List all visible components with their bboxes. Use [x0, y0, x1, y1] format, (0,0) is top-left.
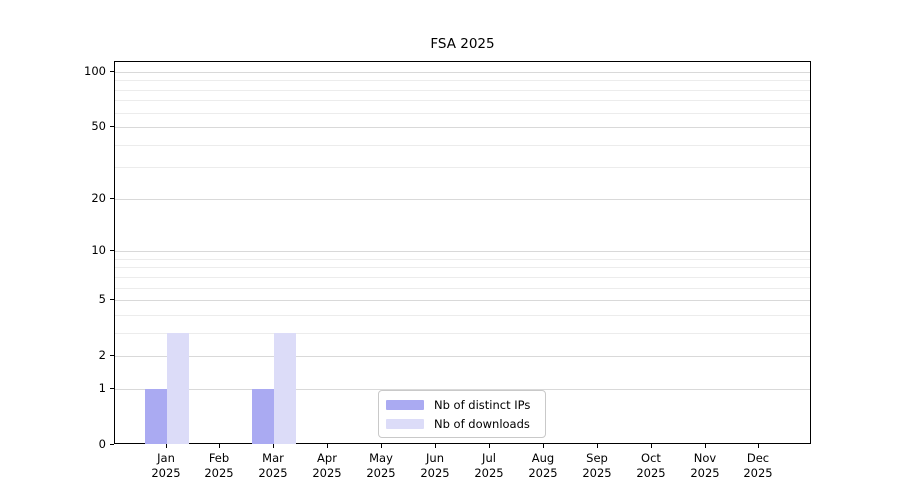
y-gridline-major	[115, 389, 810, 390]
legend: Nb of distinct IPs Nb of downloads	[378, 390, 546, 438]
y-tick-mark	[110, 71, 114, 72]
y-tick-label: 2	[98, 348, 106, 362]
x-tick-label: Nov 2025	[690, 451, 720, 480]
y-gridline-minor	[115, 333, 810, 334]
x-tick-label: Jan 2025	[151, 451, 181, 480]
y-tick-label: 100	[84, 64, 106, 78]
x-tick-mark	[705, 444, 706, 448]
y-tick-label: 5	[98, 292, 106, 306]
y-gridline-minor	[115, 100, 810, 101]
bar-distinct-ips	[145, 389, 167, 444]
y-tick-mark	[110, 198, 114, 199]
legend-swatch-downloads	[386, 418, 424, 429]
x-tick-mark	[597, 444, 598, 448]
y-tick-mark	[110, 126, 114, 127]
x-tick-mark	[166, 444, 167, 448]
x-tick-label: Feb 2025	[204, 451, 234, 480]
x-tick-label: Dec 2025	[743, 451, 773, 480]
x-tick-mark	[435, 444, 436, 448]
y-gridline-major	[115, 356, 810, 357]
y-tick-mark	[110, 299, 114, 300]
x-tick-label: Mar 2025	[258, 451, 288, 480]
y-gridline-minor	[115, 80, 810, 81]
plot-area	[114, 61, 811, 444]
y-tick-mark	[110, 355, 114, 356]
y-gridline-major	[115, 72, 810, 73]
y-gridline-minor	[115, 145, 810, 146]
chart-title: FSA 2025	[430, 36, 495, 52]
y-gridline-minor	[115, 113, 810, 114]
x-tick-mark	[543, 444, 544, 448]
y-gridline-minor	[115, 267, 810, 268]
y-gridline-minor	[115, 288, 810, 289]
legend-item-downloads: Nb of downloads	[386, 417, 538, 431]
y-tick-label: 10	[91, 243, 106, 257]
bar-distinct-ips	[252, 389, 274, 444]
y-gridline-minor	[115, 259, 810, 260]
x-tick-label: Jul 2025	[474, 451, 504, 480]
y-gridline-major	[115, 300, 810, 301]
x-tick-mark	[273, 444, 274, 448]
y-gridline-major	[115, 127, 810, 128]
y-tick-mark	[110, 250, 114, 251]
x-tick-mark	[651, 444, 652, 448]
x-tick-label: Apr 2025	[312, 451, 342, 480]
y-tick-mark	[110, 388, 114, 389]
legend-label-downloads: Nb of downloads	[434, 416, 530, 431]
x-tick-label: May 2025	[366, 451, 396, 480]
y-gridline-minor	[115, 90, 810, 91]
y-gridline-minor	[115, 167, 810, 168]
y-tick-mark	[110, 444, 114, 445]
y-tick-label: 0	[98, 437, 106, 451]
x-tick-mark	[758, 444, 759, 448]
x-tick-mark	[489, 444, 490, 448]
y-gridline-minor	[115, 277, 810, 278]
legend-swatch-distinct-ips	[386, 399, 424, 410]
y-gridline-minor	[115, 315, 810, 316]
y-tick-label: 20	[91, 191, 106, 205]
x-tick-mark	[327, 444, 328, 448]
y-gridline-major	[115, 199, 810, 200]
x-tick-label: Sep 2025	[582, 451, 612, 480]
x-tick-label: Jun 2025	[420, 451, 450, 480]
bar-downloads	[274, 333, 296, 444]
x-tick-label: Aug 2025	[528, 451, 558, 480]
bar-downloads	[167, 333, 189, 444]
x-tick-mark	[219, 444, 220, 448]
x-tick-mark	[381, 444, 382, 448]
y-tick-label: 1	[98, 381, 106, 395]
legend-label-distinct-ips: Nb of distinct IPs	[434, 397, 531, 412]
legend-item-distinct-ips: Nb of distinct IPs	[386, 398, 538, 412]
x-tick-label: Oct 2025	[636, 451, 666, 480]
y-tick-label: 50	[91, 119, 106, 133]
y-gridline-major	[115, 251, 810, 252]
